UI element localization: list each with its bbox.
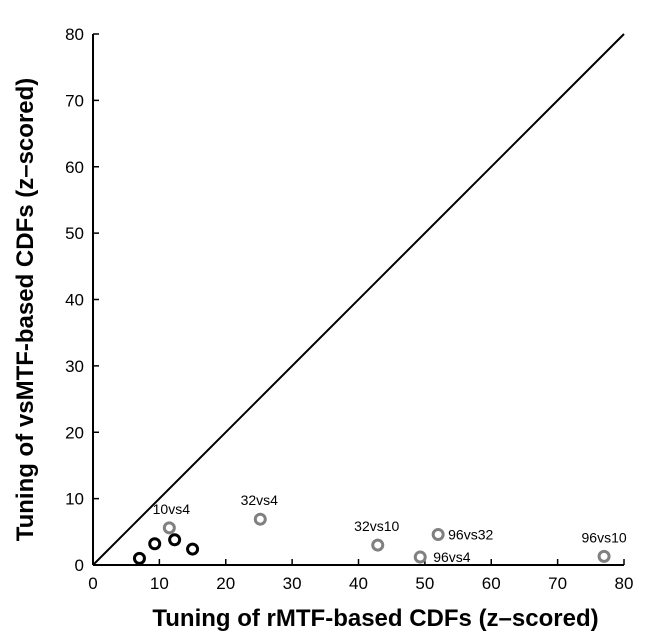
y-tick-label: 40	[65, 291, 84, 310]
point-label: 32vs4	[241, 492, 279, 508]
y-tick-label: 60	[65, 158, 84, 177]
point-label: 96vs4	[433, 549, 471, 565]
data-point	[431, 527, 445, 541]
point-label: 10vs4	[153, 501, 191, 517]
x-tick-label: 20	[216, 574, 235, 593]
x-tick-label: 30	[283, 574, 302, 593]
data-point	[597, 549, 611, 563]
x-tick-label: 70	[548, 574, 567, 593]
point-label: 96vs10	[582, 529, 627, 545]
data-point	[148, 537, 162, 551]
data-point	[168, 533, 182, 547]
x-tick-label: 50	[415, 574, 434, 593]
point-label: 96vs32	[448, 526, 493, 542]
y-tick-label: 80	[65, 25, 84, 44]
data-point	[162, 521, 176, 535]
identity-line	[92, 33, 625, 566]
point-labels: 10vs4 32vs4 32vs10 96vs32 96vs4 96vs10	[153, 492, 627, 565]
x-axis-title: Tuning of rMTF-based CDFs (z–scored)	[152, 605, 598, 632]
x-tick-label: 60	[482, 574, 501, 593]
data-point	[413, 550, 427, 564]
data-point	[186, 542, 200, 556]
y-tick-label: 30	[65, 357, 84, 376]
axes: 0 10 20 30 40 50 60 70 80 0 10 20 30 40 50 60 70 80	[65, 25, 633, 593]
x-tick-label: 10	[150, 574, 169, 593]
y-tick-label: 20	[65, 423, 84, 442]
y-tick-label: 70	[65, 91, 84, 110]
data-point	[371, 538, 385, 552]
x-tick-label: 0	[88, 574, 97, 593]
data-points	[132, 512, 611, 565]
x-tick-label: 80	[615, 574, 634, 593]
y-axis-title: Tuning of vsMTF-based CDFs (z–scored)	[12, 78, 39, 542]
y-tick-label: 10	[65, 490, 84, 509]
point-label: 32vs10	[354, 518, 399, 534]
data-point	[253, 512, 267, 526]
y-tick-label: 0	[75, 556, 84, 575]
y-tick-label: 50	[65, 224, 84, 243]
data-point	[132, 551, 146, 565]
x-tick-label: 40	[349, 574, 368, 593]
